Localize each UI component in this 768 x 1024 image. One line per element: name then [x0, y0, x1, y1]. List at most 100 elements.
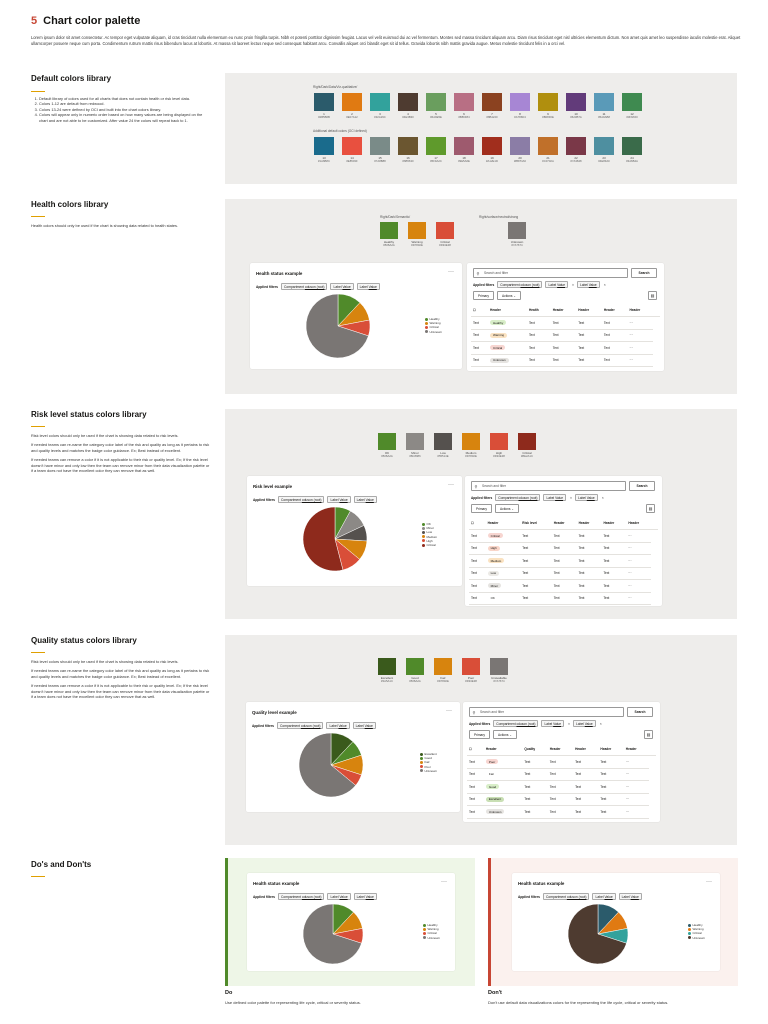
- filter-chip-label[interactable]: Label Value: [573, 720, 596, 727]
- filter-chip-compartment[interactable]: Compartment oduson (root): [493, 720, 539, 727]
- filter-chip-label[interactable]: Label Value: [327, 893, 351, 900]
- row-more-icon[interactable]: ···: [626, 554, 652, 568]
- filter-chip-label[interactable]: Label Value: [541, 720, 565, 727]
- column-header[interactable]: Header: [483, 743, 523, 756]
- search-input[interactable]: ⚲ Search and filter: [473, 268, 628, 278]
- filter-chip-compartment[interactable]: Compartment oduson (root): [542, 893, 590, 900]
- column-header[interactable]: Header: [576, 304, 602, 317]
- row-more-icon[interactable]: ···: [627, 354, 654, 367]
- column-header[interactable]: Header: [488, 304, 527, 317]
- column-header[interactable]: Header: [547, 743, 574, 756]
- select-all-checkbox[interactable]: ☐: [467, 743, 484, 756]
- table-row[interactable]: Text Low Text Text Text Text ···: [469, 567, 658, 580]
- column-header[interactable]: Header: [598, 743, 624, 756]
- primary-button[interactable]: Primary: [469, 730, 490, 739]
- table-row[interactable]: Text Minor Text Text Text Text ···: [469, 579, 658, 593]
- pie-slice-unknown[interactable]: [302, 903, 362, 965]
- filter-chip-label[interactable]: Label Value: [575, 494, 598, 501]
- column-header[interactable]: Header: [626, 517, 652, 530]
- column-header[interactable]: Header: [623, 743, 650, 756]
- column-header[interactable]: Header: [573, 743, 599, 756]
- table-row[interactable]: Text Unknown Text Text Text Text ···: [467, 805, 656, 819]
- row-more-icon[interactable]: ···: [623, 755, 650, 769]
- table-row[interactable]: Text Critical Text Text Text Text ···: [469, 529, 658, 543]
- column-header[interactable]: Quality: [522, 743, 548, 756]
- table-row[interactable]: Text Healthy Text Text Text Text ···: [471, 316, 660, 330]
- filter-chip-compartment[interactable]: Compartment oduson (root): [276, 722, 324, 729]
- table-row[interactable]: Text Excellent Text Text Text Text ···: [467, 793, 656, 806]
- close-icon[interactable]: ×: [603, 282, 606, 287]
- row-more-icon[interactable]: ···: [623, 768, 650, 781]
- table-row[interactable]: Text Poor Text Text Text Text ···: [467, 755, 656, 769]
- column-header[interactable]: Header: [551, 517, 577, 530]
- more-icon[interactable]: ···: [446, 708, 452, 714]
- close-icon[interactable]: ×: [599, 721, 602, 726]
- filter-chip-compartment[interactable]: Compartment oduson (root): [495, 494, 541, 501]
- filter-chip-label[interactable]: Label Value: [543, 494, 567, 501]
- column-header[interactable]: Header: [627, 304, 654, 317]
- search-input[interactable]: ⚲ Search and filter: [469, 707, 624, 717]
- filter-chip-label[interactable]: Label Value: [353, 496, 377, 503]
- column-header[interactable]: Health: [526, 304, 551, 317]
- search-button[interactable]: Search: [627, 707, 653, 717]
- row-more-icon[interactable]: ···: [627, 341, 654, 355]
- search-button[interactable]: Search: [631, 268, 657, 278]
- select-all-checkbox[interactable]: ☐: [471, 304, 489, 317]
- filter-chip-label[interactable]: Label Value: [577, 281, 600, 288]
- filter-chip-label[interactable]: Label Value: [330, 283, 354, 290]
- row-more-icon[interactable]: ···: [623, 793, 650, 806]
- more-icon[interactable]: ···: [448, 269, 454, 275]
- primary-button[interactable]: Primary: [473, 291, 494, 300]
- filter-chip-label[interactable]: Label Value: [353, 893, 377, 900]
- close-icon[interactable]: ×: [601, 495, 604, 500]
- column-header[interactable]: Header: [601, 304, 628, 317]
- filter-chip-compartment[interactable]: Compartment oduson (root): [277, 893, 325, 900]
- row-more-icon[interactable]: ···: [627, 316, 654, 330]
- filter-chip-compartment[interactable]: Compartment oduson (root): [277, 496, 325, 503]
- view-toggle-icon[interactable]: ▤: [648, 291, 657, 300]
- close-icon[interactable]: ×: [570, 495, 573, 500]
- table-row[interactable]: Text High Text Text Text Text ···: [469, 542, 658, 555]
- filter-chip-label[interactable]: Label Value: [327, 496, 351, 503]
- table-row[interactable]: Text Fair Text Text Text Text ···: [467, 768, 656, 781]
- table-row[interactable]: Text OK Text Text Text Text ···: [469, 592, 658, 605]
- row-more-icon[interactable]: ···: [626, 579, 652, 593]
- close-icon[interactable]: ×: [568, 721, 571, 726]
- select-all-checkbox[interactable]: ☐: [469, 517, 486, 530]
- row-more-icon[interactable]: ···: [626, 529, 652, 543]
- pie-slice-unknown[interactable]: [305, 293, 369, 359]
- row-more-icon[interactable]: ···: [623, 780, 650, 794]
- table-row[interactable]: Text Warning Text Text Text Text ···: [471, 329, 660, 342]
- table-row[interactable]: Text Good Text Text Text Text ···: [467, 780, 656, 794]
- filter-chip-label[interactable]: Label Value: [618, 893, 642, 900]
- row-more-icon[interactable]: ···: [626, 542, 652, 555]
- column-header[interactable]: Header: [601, 517, 627, 530]
- more-icon[interactable]: ···: [706, 879, 712, 885]
- pie-slice-unknown[interactable]: [298, 732, 357, 798]
- actions-button[interactable]: Actions ⌄: [496, 291, 521, 300]
- view-toggle-icon[interactable]: ▤: [644, 730, 653, 739]
- filter-chip-compartment[interactable]: Compartment oduson (root): [280, 283, 328, 290]
- view-toggle-icon[interactable]: ▤: [646, 504, 655, 513]
- primary-button[interactable]: Primary: [471, 504, 492, 513]
- search-input[interactable]: ⚲ Search and filter: [471, 481, 626, 491]
- more-icon[interactable]: ···: [448, 482, 454, 488]
- row-more-icon[interactable]: ···: [627, 329, 654, 342]
- pie-slice-unknown[interactable]: [567, 903, 627, 965]
- filter-chip-label[interactable]: Label Value: [352, 722, 376, 729]
- filter-chip-label[interactable]: Label Value: [356, 283, 380, 290]
- filter-chip-label[interactable]: Label Value: [545, 281, 569, 288]
- actions-button[interactable]: Actions ⌄: [494, 504, 519, 513]
- row-more-icon[interactable]: ···: [623, 805, 650, 819]
- table-row[interactable]: Text Medium Text Text Text Text ···: [469, 554, 658, 568]
- row-more-icon[interactable]: ···: [626, 567, 652, 580]
- filter-chip-compartment[interactable]: Compartment oduson (root): [497, 281, 543, 288]
- column-header[interactable]: Risk level: [520, 517, 552, 530]
- actions-button[interactable]: Actions ⌄: [492, 730, 517, 739]
- column-header[interactable]: Header: [485, 517, 521, 530]
- close-icon[interactable]: ×: [572, 282, 575, 287]
- filter-chip-label[interactable]: Label Value: [326, 722, 350, 729]
- row-more-icon[interactable]: ···: [626, 592, 652, 605]
- table-row[interactable]: Text Unknown Text Text Text Text ···: [471, 354, 660, 367]
- column-header[interactable]: Header: [550, 304, 577, 317]
